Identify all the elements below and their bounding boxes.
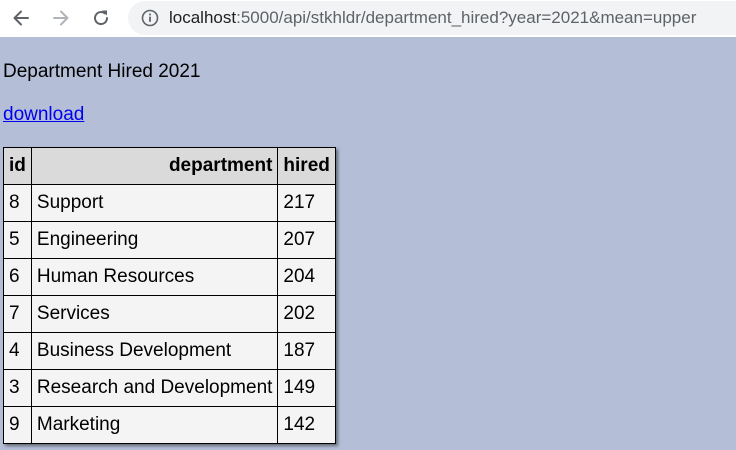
- cell-hired: 187: [277, 332, 336, 370]
- cell-department: Support: [30, 184, 279, 222]
- table-row: 3 Research and Development 149: [3, 369, 336, 407]
- cell-department: Services: [30, 295, 279, 333]
- table-row: 5 Engineering 207: [3, 221, 336, 259]
- cell-id: 6: [3, 258, 32, 296]
- back-button[interactable]: [6, 4, 36, 32]
- cell-hired: 149: [277, 369, 336, 407]
- column-header-id: id: [3, 147, 32, 185]
- cell-hired: 142: [277, 406, 336, 444]
- table-row: 7 Services 202: [3, 295, 336, 333]
- cell-id: 4: [3, 332, 32, 370]
- info-icon[interactable]: [141, 9, 159, 27]
- url-host: localhost: [169, 8, 237, 27]
- reload-button[interactable]: [86, 4, 116, 32]
- cell-id: 7: [3, 295, 32, 333]
- cell-id: 5: [3, 221, 32, 259]
- cell-id: 8: [3, 184, 32, 222]
- cell-hired: 207: [277, 221, 336, 259]
- url-text: localhost:5000/api/stkhldr/department_hi…: [169, 8, 696, 28]
- cell-id: 9: [3, 406, 32, 444]
- forward-button[interactable]: [46, 4, 76, 32]
- reload-icon: [91, 8, 111, 28]
- arrow-left-icon: [11, 8, 31, 28]
- table-header-row: id department hired: [3, 147, 336, 185]
- table-row: 6 Human Resources 204: [3, 258, 336, 296]
- cell-department: Business Development: [30, 332, 279, 370]
- arrow-right-icon: [51, 8, 71, 28]
- cell-id: 3: [3, 369, 32, 407]
- table-row: 9 Marketing 142: [3, 406, 336, 444]
- cell-department: Research and Development: [30, 369, 279, 407]
- download-link[interactable]: download: [3, 104, 85, 125]
- cell-hired: 202: [277, 295, 336, 333]
- cell-hired: 204: [277, 258, 336, 296]
- url-path: :5000/api/stkhldr/department_hired?year=…: [236, 8, 697, 27]
- department-hired-table: id department hired 8 Support 217 5 Engi…: [3, 147, 336, 444]
- column-header-department: department: [30, 147, 279, 185]
- cell-department: Engineering: [30, 221, 279, 259]
- column-header-hired: hired: [277, 147, 336, 185]
- browser-toolbar: localhost:5000/api/stkhldr/department_hi…: [0, 0, 736, 37]
- address-bar[interactable]: localhost:5000/api/stkhldr/department_hi…: [128, 1, 736, 35]
- page-title: Department Hired 2021: [3, 61, 201, 82]
- cell-hired: 217: [277, 184, 336, 222]
- table-row: 4 Business Development 187: [3, 332, 336, 370]
- cell-department: Marketing: [30, 406, 279, 444]
- table-row: 8 Support 217: [3, 184, 336, 222]
- cell-department: Human Resources: [30, 258, 279, 296]
